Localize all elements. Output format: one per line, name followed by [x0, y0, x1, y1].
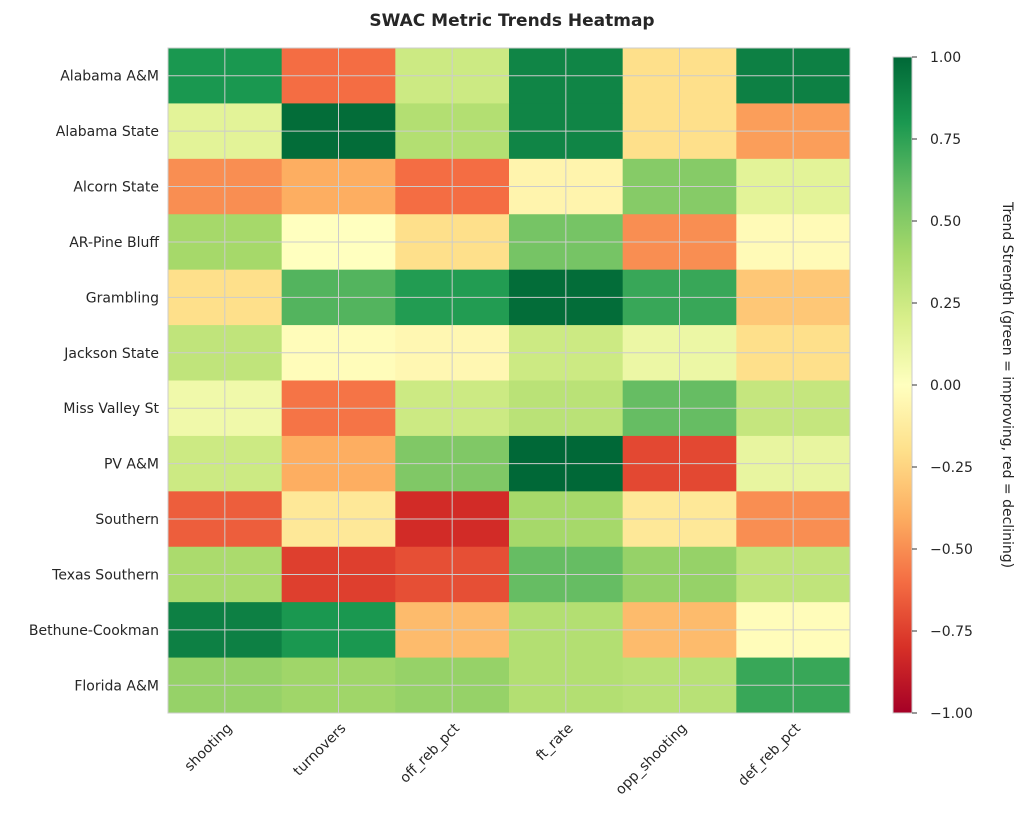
- colorbar: [892, 56, 913, 714]
- colorbar-tick-label: 0.50: [930, 214, 961, 230]
- y-tick-label: Southern: [95, 512, 159, 528]
- y-tick-label: AR-Pine Bluff: [69, 235, 159, 251]
- x-tick-label: off_reb_pct: [397, 720, 463, 786]
- x-tick-label: opp_shooting: [613, 721, 691, 799]
- colorbar-tick-label: 0.25: [930, 296, 961, 312]
- chart-title: SWAC Metric Trends Heatmap: [369, 11, 654, 31]
- x-tick-label: def_reb_pct: [735, 720, 804, 789]
- y-tick-label: Alabama State: [56, 124, 159, 140]
- x-tick-label: ft_rate: [533, 721, 577, 765]
- y-tick-label: Alabama A&M: [60, 69, 159, 85]
- colorbar-tick-label: −0.75: [930, 624, 973, 640]
- y-tick-label: Alcorn State: [73, 180, 159, 196]
- y-tick-label: Texas Southern: [51, 567, 159, 583]
- y-tick-label: Miss Valley St: [63, 401, 159, 417]
- colorbar-tick-label: −0.50: [930, 542, 973, 558]
- y-tick-label: Florida A&M: [74, 678, 159, 694]
- colorbar-tick-label: 0.75: [930, 132, 961, 148]
- colorbar-tick-label: 1.00: [930, 50, 961, 66]
- plot-frame: [167, 47, 851, 714]
- y-tick-label: Jackson State: [63, 346, 159, 362]
- x-tick-label: shooting: [182, 721, 236, 775]
- y-tick-label: Grambling: [86, 290, 159, 306]
- colorbar-tick-label: 0.00: [930, 378, 961, 394]
- colorbar-tick-label: −1.00: [930, 706, 973, 722]
- y-tick-label: PV A&M: [104, 457, 159, 473]
- y-tick-label: Bethune-Cookman: [29, 623, 159, 639]
- colorbar-tick-label: −0.25: [930, 460, 973, 476]
- colorbar-label: Trend Strength (green = improving, red =…: [999, 201, 1015, 568]
- x-tick-label: turnovers: [290, 721, 349, 780]
